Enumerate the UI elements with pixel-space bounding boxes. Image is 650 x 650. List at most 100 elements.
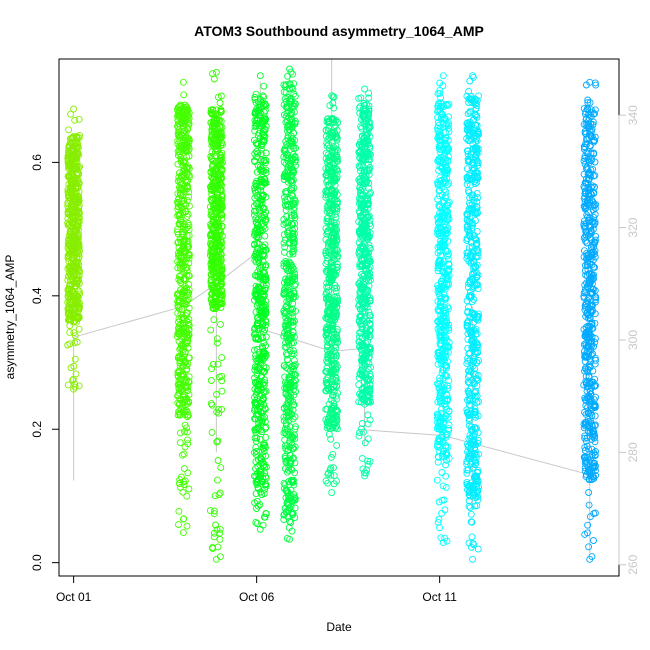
data-point: [182, 173, 190, 181]
data-point: [177, 342, 185, 349]
data-point: [207, 185, 215, 193]
data-point: [262, 433, 270, 441]
data-point: [182, 178, 190, 186]
data-point: [180, 465, 188, 473]
data-point: [184, 250, 192, 258]
data-point: [183, 428, 191, 436]
data-point: [182, 208, 190, 216]
data-point: [215, 221, 223, 229]
data-point: [211, 232, 219, 240]
chart-title: ATOM3 Southbound asymmetry_1064_AMP: [194, 23, 484, 39]
data-point: [74, 195, 82, 203]
data-point: [207, 240, 214, 248]
data-point: [215, 131, 222, 139]
data-point: [212, 555, 220, 563]
data-point: [185, 226, 193, 234]
data-point: [179, 244, 187, 252]
data-point: [178, 185, 186, 193]
data-point: [212, 110, 220, 118]
data-point: [209, 360, 217, 368]
data-point: [183, 424, 190, 432]
data-point: [177, 158, 185, 165]
data-point: [76, 247, 83, 255]
data-point: [218, 149, 226, 157]
data-point: [71, 304, 79, 312]
data-point: [215, 373, 223, 381]
data-point: [71, 380, 79, 388]
data-point: [66, 270, 74, 278]
data-point: [218, 222, 226, 230]
data-point: [209, 135, 216, 143]
data-point: [70, 385, 78, 393]
data-point: [438, 509, 446, 517]
data-point: [68, 134, 76, 142]
data-point: [282, 363, 290, 371]
data-point: [66, 328, 74, 336]
data-point: [69, 375, 77, 383]
data-point: [217, 320, 224, 328]
data-point: [179, 78, 187, 86]
data-point: [217, 464, 225, 472]
data-point: [181, 221, 189, 229]
data-point: [183, 333, 190, 341]
data-point: [176, 106, 184, 114]
data-point: [74, 236, 82, 243]
data-point: [175, 408, 183, 416]
data-point: [177, 220, 185, 228]
data-point: [175, 521, 182, 529]
data-point: [70, 105, 78, 113]
data-point: [73, 338, 81, 346]
data-point: [214, 457, 222, 464]
data-point: [72, 152, 80, 160]
data-point: [328, 489, 336, 497]
data-point: [177, 180, 185, 188]
data-point: [214, 179, 222, 187]
data-point: [210, 292, 218, 300]
data-point: [179, 373, 186, 381]
data-point: [216, 273, 224, 281]
data-point: [174, 381, 182, 389]
data-point: [175, 296, 183, 304]
data-point: [66, 142, 74, 150]
data-point: [181, 147, 189, 155]
data-point: [211, 148, 219, 156]
data-point: [468, 533, 476, 541]
point-cluster: [173, 78, 193, 537]
data-point: [181, 411, 189, 419]
data-point: [217, 279, 225, 287]
data-point: [64, 276, 72, 284]
data-point: [217, 161, 225, 169]
data-point: [66, 227, 74, 235]
data-point: [209, 157, 217, 165]
data-point: [176, 396, 184, 404]
data-point: [76, 131, 84, 139]
data-point: [66, 322, 74, 330]
data-point: [179, 230, 187, 238]
data-point: [216, 535, 224, 543]
data-point: [185, 281, 193, 288]
data-point: [585, 543, 593, 551]
data-point: [68, 219, 76, 227]
data-point: [211, 241, 219, 248]
data-point: [213, 391, 220, 398]
data-point: [207, 271, 215, 278]
data-point: [207, 231, 214, 239]
data-point: [67, 230, 75, 238]
data-point: [217, 196, 225, 204]
data-point: [176, 345, 184, 353]
data-point: [184, 436, 191, 444]
data-point: [183, 254, 191, 262]
data-point: [75, 164, 83, 172]
data-point: [183, 232, 191, 240]
data-point: [64, 298, 72, 306]
data-point: [67, 110, 75, 118]
data-point: [215, 206, 223, 214]
data-point: [185, 286, 193, 294]
data-point: [175, 195, 183, 203]
data-point: [256, 72, 264, 80]
data-point: [183, 522, 191, 530]
data-point: [210, 299, 218, 306]
data-point: [68, 280, 76, 288]
data-point: [210, 166, 218, 174]
